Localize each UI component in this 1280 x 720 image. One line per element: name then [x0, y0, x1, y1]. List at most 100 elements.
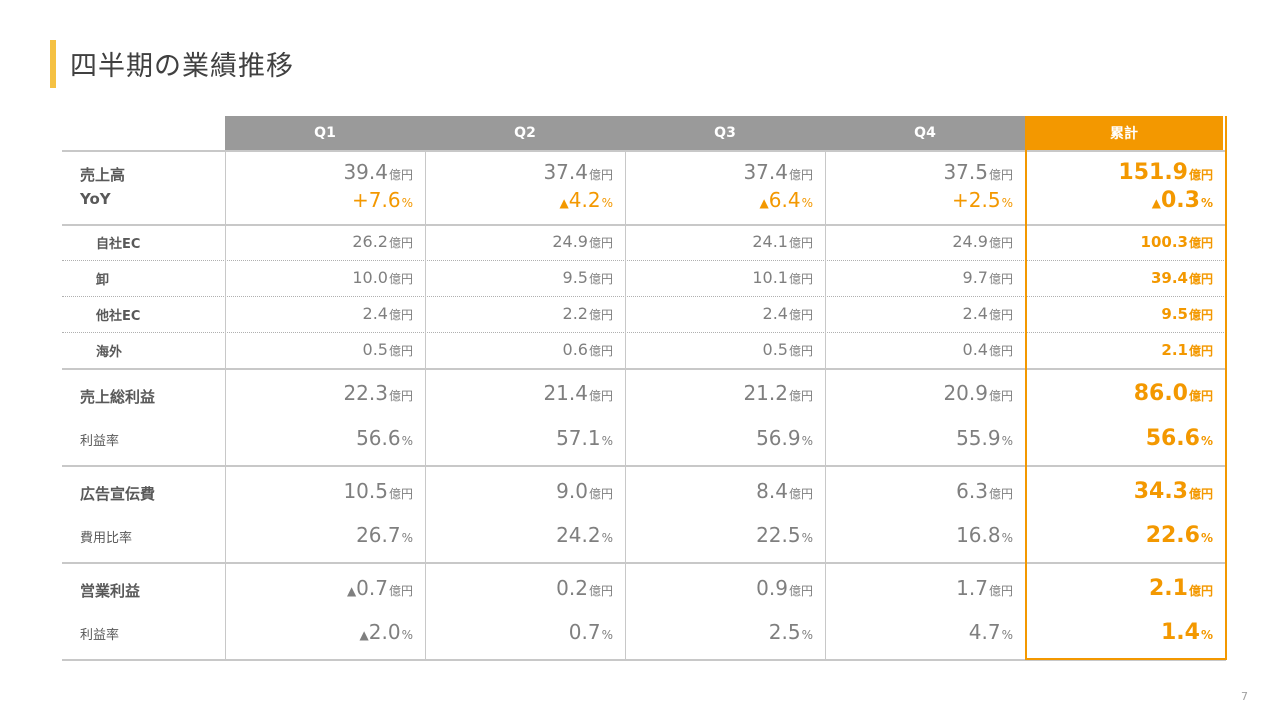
cell-sales-q3: 37.4億円 — [625, 160, 813, 184]
cell-unit: % — [1001, 196, 1013, 210]
cell-unit: 億円 — [388, 236, 413, 250]
cell-op-margin-total: 1.4% — [1025, 620, 1213, 645]
cell-value: 22.6 — [1145, 523, 1200, 548]
cell-unit: 億円 — [788, 584, 813, 598]
decrease-triangle-icon: ▲ — [346, 584, 357, 598]
row-divider-dotted — [62, 260, 1226, 261]
cell-value: 2.1 — [1149, 576, 1188, 601]
cell-unit: 億円 — [1188, 236, 1213, 250]
cell-value: 10.0 — [352, 268, 388, 287]
decrease-triangle-icon: ▲ — [759, 196, 769, 210]
cell-value: 0.9 — [756, 576, 788, 600]
cell-yoy-q4: +2.5% — [825, 188, 1013, 212]
cell-unit: 億円 — [988, 272, 1013, 286]
row-label-overseas: 海外 — [96, 345, 123, 360]
plus-sign: + — [952, 188, 969, 212]
cell-unit: 億円 — [388, 168, 413, 182]
cell-unit: 億円 — [788, 272, 813, 286]
cell-value: 56.9 — [756, 426, 801, 450]
row-label-ad-ratio: 費用比率 — [80, 531, 133, 546]
cell-yoy-total: ▲0.3% — [1025, 188, 1213, 213]
cell-op-profit-q4: 1.7億円 — [825, 576, 1013, 600]
cell-unit: % — [401, 196, 413, 210]
title-accent-bar — [50, 40, 56, 88]
cell-own-ec-q4: 24.9億円 — [825, 232, 1013, 251]
cell-unit: 億円 — [988, 236, 1013, 250]
cell-value: 56.6 — [356, 426, 401, 450]
cell-value: 37.4 — [743, 160, 788, 184]
cell-value: 86.0 — [1133, 381, 1188, 406]
cell-overseas-q4: 0.4億円 — [825, 340, 1013, 359]
cell-own-ec-total: 100.3億円 — [1025, 232, 1213, 251]
cell-value: 2.4 — [962, 304, 988, 323]
cell-unit: % — [1200, 196, 1213, 210]
cell-value: 0.7 — [568, 620, 601, 644]
cell-sales-q4: 37.5億円 — [825, 160, 1013, 184]
cell-value: 20.9 — [943, 381, 988, 405]
cell-op-margin-q4: 4.7% — [825, 620, 1013, 644]
column-divider — [225, 150, 226, 660]
cell-unit: 億円 — [1188, 344, 1213, 358]
cell-other-ec-q4: 2.4億円 — [825, 304, 1013, 323]
row-label-wholesale: 卸 — [96, 273, 110, 288]
cell-wholesale-total: 39.4億円 — [1025, 268, 1213, 287]
cell-unit: 億円 — [588, 236, 613, 250]
cell-value: 10.1 — [752, 268, 788, 287]
row-divider-dotted — [62, 296, 1226, 297]
cell-unit: % — [601, 628, 613, 642]
cell-unit: % — [801, 628, 813, 642]
cell-value: 24.1 — [752, 232, 788, 251]
cell-unit: 億円 — [388, 344, 413, 358]
cell-yoy-q2: ▲4.2% — [425, 188, 613, 212]
row-divider — [62, 562, 1226, 564]
cell-ad-cost-q1: 10.5億円 — [225, 479, 413, 503]
cell-unit: 億円 — [1188, 308, 1213, 322]
cell-value: 7.6 — [368, 188, 401, 212]
row-label-sales: 売上高 — [80, 166, 126, 184]
cell-other-ec-q2: 2.2億円 — [425, 304, 613, 323]
cell-other-ec-q3: 2.4億円 — [625, 304, 813, 323]
cell-unit: 億円 — [788, 487, 813, 501]
cell-value: 0.7 — [356, 576, 388, 600]
cell-ad-ratio-total: 22.6% — [1025, 523, 1213, 548]
cell-unit: 億円 — [788, 389, 813, 403]
cell-own-ec-q1: 26.2億円 — [225, 232, 413, 251]
cell-op-profit-total: 2.1億円 — [1025, 576, 1213, 601]
cell-gross-profit-q2: 21.4億円 — [425, 381, 613, 405]
cell-own-ec-q2: 24.9億円 — [425, 232, 613, 251]
header-q4: Q4 — [825, 116, 1025, 150]
cell-value: 26.7 — [356, 523, 401, 547]
cell-value: 55.9 — [956, 426, 1001, 450]
cell-value: 0.4 — [962, 340, 988, 359]
cell-op-profit-q1: ▲0.7億円 — [225, 576, 413, 600]
cell-other-ec-total: 9.5億円 — [1025, 304, 1213, 323]
cell-value: 57.1 — [556, 426, 601, 450]
cell-unit: 億円 — [388, 308, 413, 322]
cell-value: 0.6 — [562, 340, 588, 359]
cell-unit: % — [1001, 531, 1013, 545]
decrease-triangle-icon: ▲ — [559, 196, 569, 210]
header-q1: Q1 — [225, 116, 425, 150]
cell-overseas-q3: 0.5億円 — [625, 340, 813, 359]
cell-unit: 億円 — [788, 308, 813, 322]
cell-wholesale-q1: 10.0億円 — [225, 268, 413, 287]
cell-ad-cost-q2: 9.0億円 — [425, 479, 613, 503]
cell-unit: 億円 — [588, 344, 613, 358]
cell-gross-margin-q2: 57.1% — [425, 426, 613, 450]
cell-value: 2.4 — [762, 304, 788, 323]
cell-unit: 億円 — [588, 389, 613, 403]
cell-unit: % — [401, 628, 413, 642]
cell-ad-ratio-q1: 26.7% — [225, 523, 413, 547]
cell-value: 0.5 — [362, 340, 388, 359]
cell-value: 16.8 — [956, 523, 1001, 547]
cell-unit: 億円 — [988, 344, 1013, 358]
cell-op-profit-q3: 0.9億円 — [625, 576, 813, 600]
cell-op-profit-q2: 0.2億円 — [425, 576, 613, 600]
row-label-op-margin: 利益率 — [80, 628, 120, 643]
cell-value: 24.2 — [556, 523, 601, 547]
cell-unit: % — [1200, 628, 1213, 642]
header-q2: Q2 — [425, 116, 625, 150]
cumulative-highlight-box — [1025, 116, 1227, 660]
cell-sales-q1: 39.4億円 — [225, 160, 413, 184]
cell-overseas-total: 2.1億円 — [1025, 340, 1213, 359]
